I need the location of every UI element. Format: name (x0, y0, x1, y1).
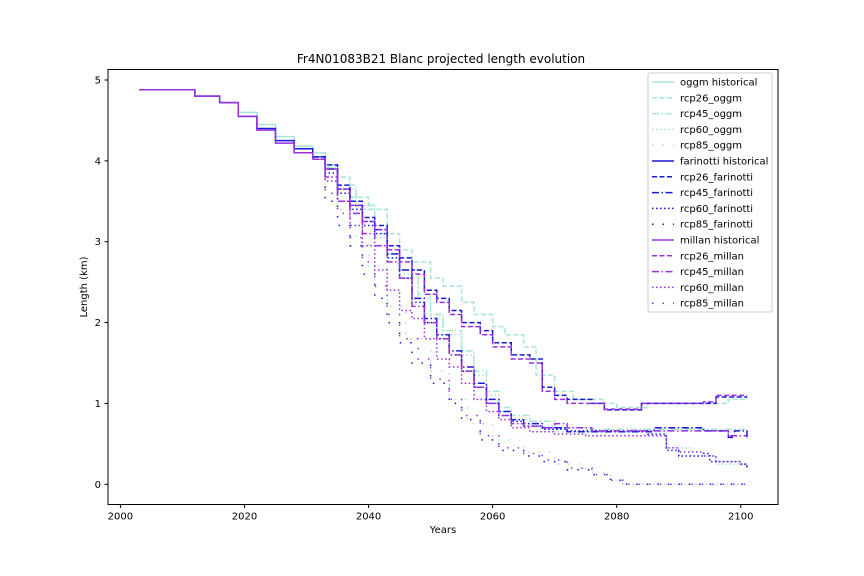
y-tick-label: 0 (95, 480, 101, 491)
series-line-rcp60-millan (312, 158, 748, 469)
legend-label: rcp60_millan (680, 283, 744, 294)
legend-label: rcp85_farinotti (680, 220, 753, 231)
legend-label: rcp85_millan (680, 299, 744, 310)
legend-label: oggm historical (680, 78, 757, 89)
legend-label: rcp60_oggm (680, 125, 742, 136)
x-tick-label: 2000 (108, 512, 133, 523)
legend-label: rcp26_millan (680, 251, 744, 262)
series-line-millan-historical (139, 88, 314, 160)
series-line-rcp45-millan (312, 158, 747, 437)
legend-label: rcp26_oggm (680, 93, 742, 104)
x-tick-label: 2040 (356, 512, 381, 523)
series-line-farinotti-historical (139, 88, 314, 157)
x-axis-ticks: 2000 2020 2040 2060 2080 2100 (108, 504, 754, 523)
legend: oggm historical rcp26_oggm rcp45_oggm rcp60… (647, 72, 773, 313)
series-line-rcp26-oggm (312, 152, 748, 409)
legend-label: farinotti historical (680, 157, 768, 168)
series-line-rcp45-oggm (312, 152, 748, 436)
y-tick-label: 4 (95, 156, 101, 167)
chart-title: Fr4N01083B21 Blanc projected length evol… (297, 52, 585, 66)
legend-label: rcp26_farinotti (680, 172, 753, 183)
y-tick-label: 1 (95, 399, 101, 410)
legend-label: rcp45_millan (680, 267, 744, 278)
legend-label: rcp45_farinotti (680, 188, 753, 199)
y-tick-label: 3 (95, 237, 101, 248)
y-tick-label: 2 (95, 318, 101, 329)
x-tick-label: 2080 (604, 512, 629, 523)
series-line-rcp26-millan (312, 158, 747, 410)
series-lines (139, 88, 748, 486)
y-axis-label: Length (km) (79, 256, 90, 317)
legend-box (647, 72, 773, 313)
legend-label: rcp85_oggm (680, 141, 742, 152)
series-line-rcp26-farinotti (312, 156, 747, 411)
x-axis-label: Years (429, 525, 456, 536)
y-axis-ticks: 0 1 2 3 4 5 (95, 76, 108, 491)
y-tick-label: 5 (95, 76, 101, 87)
x-tick-label: 2100 (728, 512, 753, 523)
x-tick-label: 2020 (232, 512, 257, 523)
series-line-rcp60-oggm (312, 152, 748, 469)
plot-frame (107, 69, 779, 505)
legend-label: rcp45_oggm (680, 109, 742, 120)
legend-label: millan historical (680, 236, 759, 247)
x-tick-label: 2060 (480, 512, 505, 523)
legend-label: rcp60_farinotti (680, 204, 753, 215)
